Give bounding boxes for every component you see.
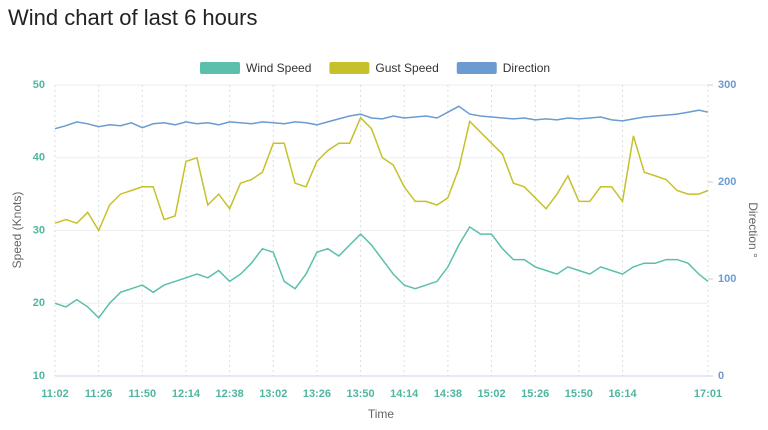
series-line bbox=[54, 225, 709, 319]
legend-label: Gust Speed bbox=[375, 61, 438, 75]
legend-label: Direction bbox=[503, 61, 550, 75]
chart-title: Wind chart of last 6 hours bbox=[8, 5, 257, 30]
x-tick-label: 11:50 bbox=[129, 388, 157, 400]
legend-swatch bbox=[329, 62, 370, 74]
y-tick-label: 50 bbox=[33, 79, 45, 91]
x-axis-title: Time bbox=[368, 407, 395, 421]
y-tick-label: 10 bbox=[33, 370, 45, 382]
y-tick-label: 20 bbox=[33, 297, 45, 309]
x-tick-label: 15:02 bbox=[477, 388, 505, 400]
y2-axis-title: Direction ° bbox=[746, 202, 760, 258]
x-tick-label: 13:02 bbox=[259, 388, 287, 400]
x-tick-label: 13:26 bbox=[303, 388, 331, 400]
y2-tick-label: 200 bbox=[718, 176, 736, 188]
y2-tick-label: 300 bbox=[718, 79, 736, 91]
x-tick-label: 14:38 bbox=[434, 388, 462, 400]
x-tick-label: 14:14 bbox=[390, 388, 419, 400]
x-tick-label: 11:26 bbox=[85, 388, 113, 400]
legend-swatch bbox=[200, 62, 240, 74]
x-tick-label: 13:50 bbox=[347, 388, 375, 400]
x-tick-label: 16:14 bbox=[608, 388, 637, 400]
legend-label: Wind Speed bbox=[246, 61, 311, 75]
legend-swatch bbox=[456, 62, 497, 74]
x-tick-label: 12:14 bbox=[172, 388, 201, 400]
y-tick-label: 30 bbox=[33, 224, 45, 236]
y2-tick-label: 0 bbox=[718, 370, 724, 382]
y-tick-label: 40 bbox=[33, 152, 45, 164]
y2-tick-label: 100 bbox=[718, 273, 736, 285]
series-line bbox=[54, 105, 709, 130]
x-tick-label: 11:02 bbox=[41, 388, 69, 400]
x-tick-label: 17:01 bbox=[694, 388, 722, 400]
x-tick-label: 15:50 bbox=[565, 388, 593, 400]
series-line bbox=[54, 116, 709, 233]
x-tick-label: 15:26 bbox=[521, 388, 549, 400]
y-axis-title: Speed (Knots) bbox=[10, 192, 24, 269]
x-tick-label: 12:38 bbox=[216, 388, 244, 400]
